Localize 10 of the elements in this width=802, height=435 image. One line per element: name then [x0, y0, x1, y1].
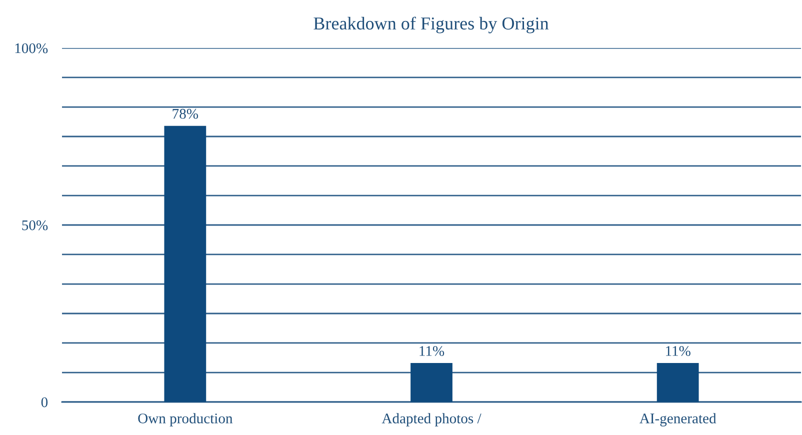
data-label: 11%: [666, 346, 690, 356]
x-tick-label: AI-generated: [640, 413, 716, 426]
data-label: 11%: [420, 346, 444, 356]
x-tick-label: Own production: [138, 413, 233, 426]
y-tick-label: 0: [41, 397, 48, 408]
y-tick-label: 100%: [15, 43, 48, 54]
x-tick-label: Adapted photos /: [382, 413, 482, 426]
y-tick-label: 50%: [22, 220, 48, 230]
chart-title: Breakdown of Figures by Origin: [314, 16, 549, 34]
data-label: 78%: [172, 108, 198, 119]
